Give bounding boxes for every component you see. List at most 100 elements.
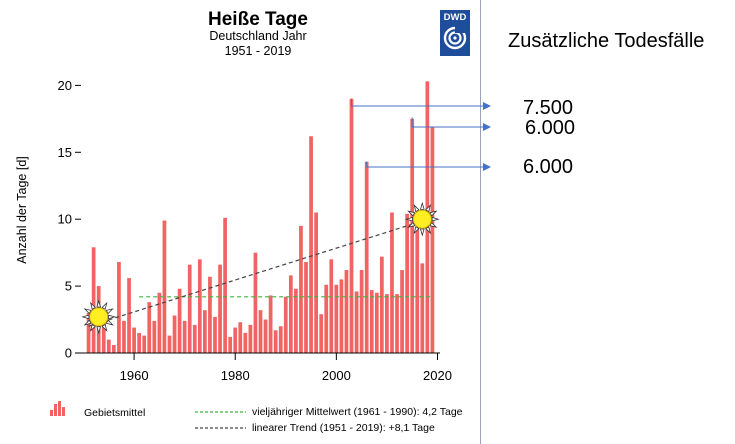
bar (309, 136, 313, 353)
y-tick-label: 0 (65, 346, 72, 361)
bar (111, 344, 116, 353)
bar (137, 332, 142, 353)
bar (390, 212, 394, 353)
dwd-swirl-icon (443, 26, 467, 50)
bar (122, 320, 126, 353)
bar (268, 295, 273, 353)
bar (243, 332, 248, 353)
bar (167, 335, 172, 353)
y-axis: 0 5 10 15 20 (58, 78, 81, 361)
bar (420, 263, 425, 353)
bar (218, 264, 222, 353)
chart-subtitle-region: Deutschland Jahr (209, 29, 306, 43)
bar-series (86, 81, 435, 353)
bar (379, 256, 384, 353)
y-tick-label: 5 (65, 279, 72, 294)
annotation-arrow (366, 161, 491, 171)
bar (395, 294, 399, 353)
bar (208, 276, 212, 353)
bar (233, 327, 238, 353)
x-tick-label: 1960 (120, 368, 149, 383)
bar (324, 284, 329, 353)
bar (304, 262, 308, 353)
bar (319, 314, 324, 353)
bar (182, 320, 187, 353)
bar (405, 213, 410, 353)
bar (344, 270, 349, 353)
sun-icon (81, 299, 117, 335)
bar (339, 279, 344, 353)
y-tick-label: 10 (58, 212, 72, 227)
bar (369, 290, 374, 353)
bar (147, 302, 152, 353)
bar (162, 220, 167, 353)
bar (238, 322, 243, 353)
annotation-arrow (351, 98, 491, 110)
bar (299, 225, 303, 353)
bar (117, 262, 121, 353)
bar (152, 320, 157, 353)
bar (213, 316, 217, 353)
legend-bar-label: Gebietsmittel (84, 407, 145, 419)
bar (203, 310, 207, 353)
bar (101, 310, 106, 353)
bar (142, 335, 147, 353)
y-tick-label: 20 (58, 78, 72, 93)
x-tick-label: 2020 (423, 368, 452, 383)
y-axis-label: Anzahl der Tage [d] (15, 156, 29, 263)
bar (192, 324, 197, 353)
y-tick-label: 15 (58, 145, 72, 160)
bar (288, 275, 293, 353)
legend-trend-label: linearer Trend (1951 - 2019): +8,1 Tage (252, 422, 435, 434)
bar (329, 259, 334, 353)
bar (127, 278, 131, 353)
x-axis: 1960 1980 2000 2020 (120, 353, 452, 383)
bar (349, 98, 354, 353)
bar (294, 288, 298, 353)
annotation-label: 7.500 (523, 97, 573, 119)
annotation-arrow (411, 117, 491, 131)
bar (86, 312, 91, 353)
bar (334, 284, 339, 353)
bar (374, 292, 379, 353)
sun-icon (404, 201, 440, 237)
legend-mean-label: vieljähriger Mittelwert (1961 - 1990): 4… (252, 406, 463, 418)
side-heading: Zusätzliche Todesfälle (508, 30, 705, 52)
x-tick-label: 2000 (322, 368, 351, 383)
chart-subtitle-period: 1951 - 2019 (225, 44, 292, 58)
dwd-logo-text: DWD (444, 12, 467, 23)
bar (132, 327, 136, 353)
bar (400, 270, 404, 353)
bar (223, 217, 227, 353)
legend-bar-icon (50, 401, 65, 416)
bar (415, 227, 420, 353)
bar (197, 259, 202, 353)
bar (430, 126, 435, 353)
chart-panel: Heiße Tage Deutschland Jahr 1951 - 2019 … (15, 0, 576, 444)
chart-title: Heiße Tage (208, 9, 308, 30)
bar (385, 294, 389, 353)
bar (157, 292, 162, 353)
bar (91, 247, 96, 353)
bar (314, 212, 318, 353)
bar (187, 264, 192, 353)
bar (248, 324, 253, 353)
annotation-label: 6.000 (523, 156, 573, 178)
dwd-logo: DWD (440, 10, 470, 56)
bar (410, 118, 415, 353)
bar (283, 296, 288, 353)
bar (253, 252, 258, 353)
bar (228, 336, 233, 353)
bar (177, 288, 182, 353)
annotation-label: 6.000 (525, 117, 575, 139)
bar (359, 270, 364, 353)
sun-markers (81, 201, 440, 335)
bar (278, 326, 283, 353)
bar (172, 315, 177, 353)
bar (106, 339, 111, 353)
bar (263, 319, 268, 353)
x-tick-label: 1980 (221, 368, 250, 383)
bar (354, 291, 359, 353)
bar (258, 310, 263, 353)
